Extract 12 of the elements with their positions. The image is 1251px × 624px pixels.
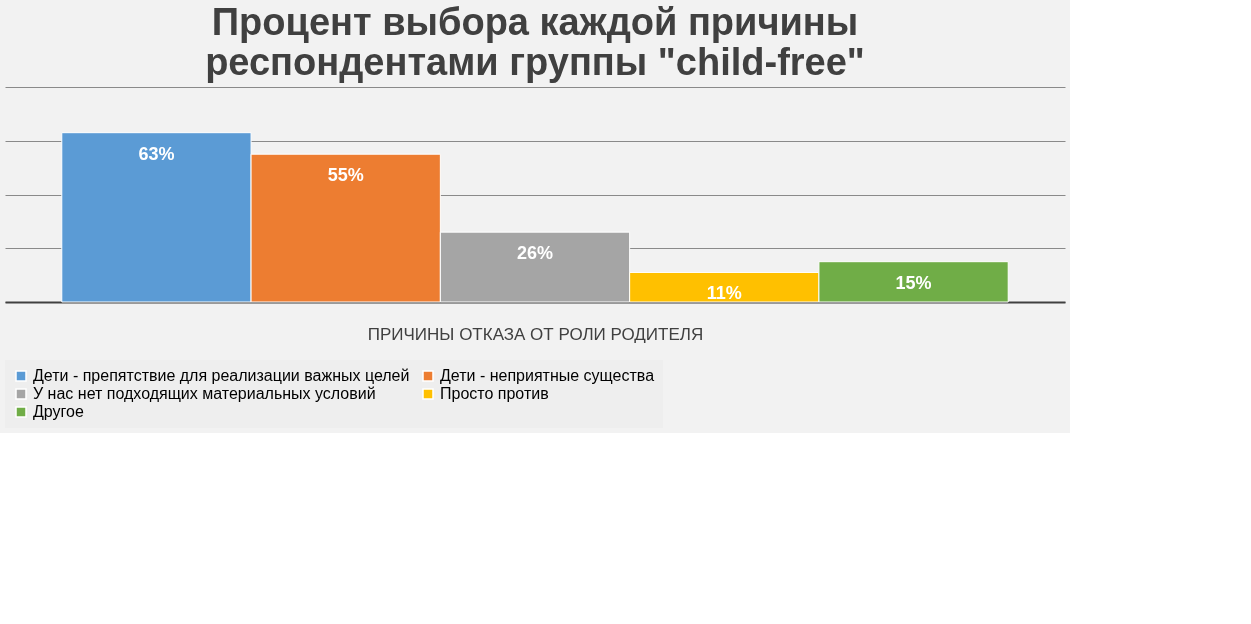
data-label: 11%: [706, 283, 742, 304]
legend-label: Дети - препятствие для реализации важных целей: [33, 367, 410, 384]
legend-label: Другое: [33, 403, 84, 420]
x-axis-title: ПРИЧИНЫ ОТКАЗА ОТ РОЛИ РОДИТЕЛЯ: [367, 324, 704, 344]
data-label: 63%: [138, 143, 175, 164]
data-label: 26%: [516, 243, 554, 264]
chart-title: Процент выбора каждой причины респондентами группы "child-free": [205, 1, 865, 83]
legend-label: У нас нет подходящих материальных условий: [33, 385, 376, 402]
legend-label: Дети - неприятные существа: [440, 367, 655, 384]
legend-label: Просто против: [440, 385, 549, 402]
data-label: 15%: [895, 272, 932, 293]
data-label: 55%: [327, 165, 364, 186]
